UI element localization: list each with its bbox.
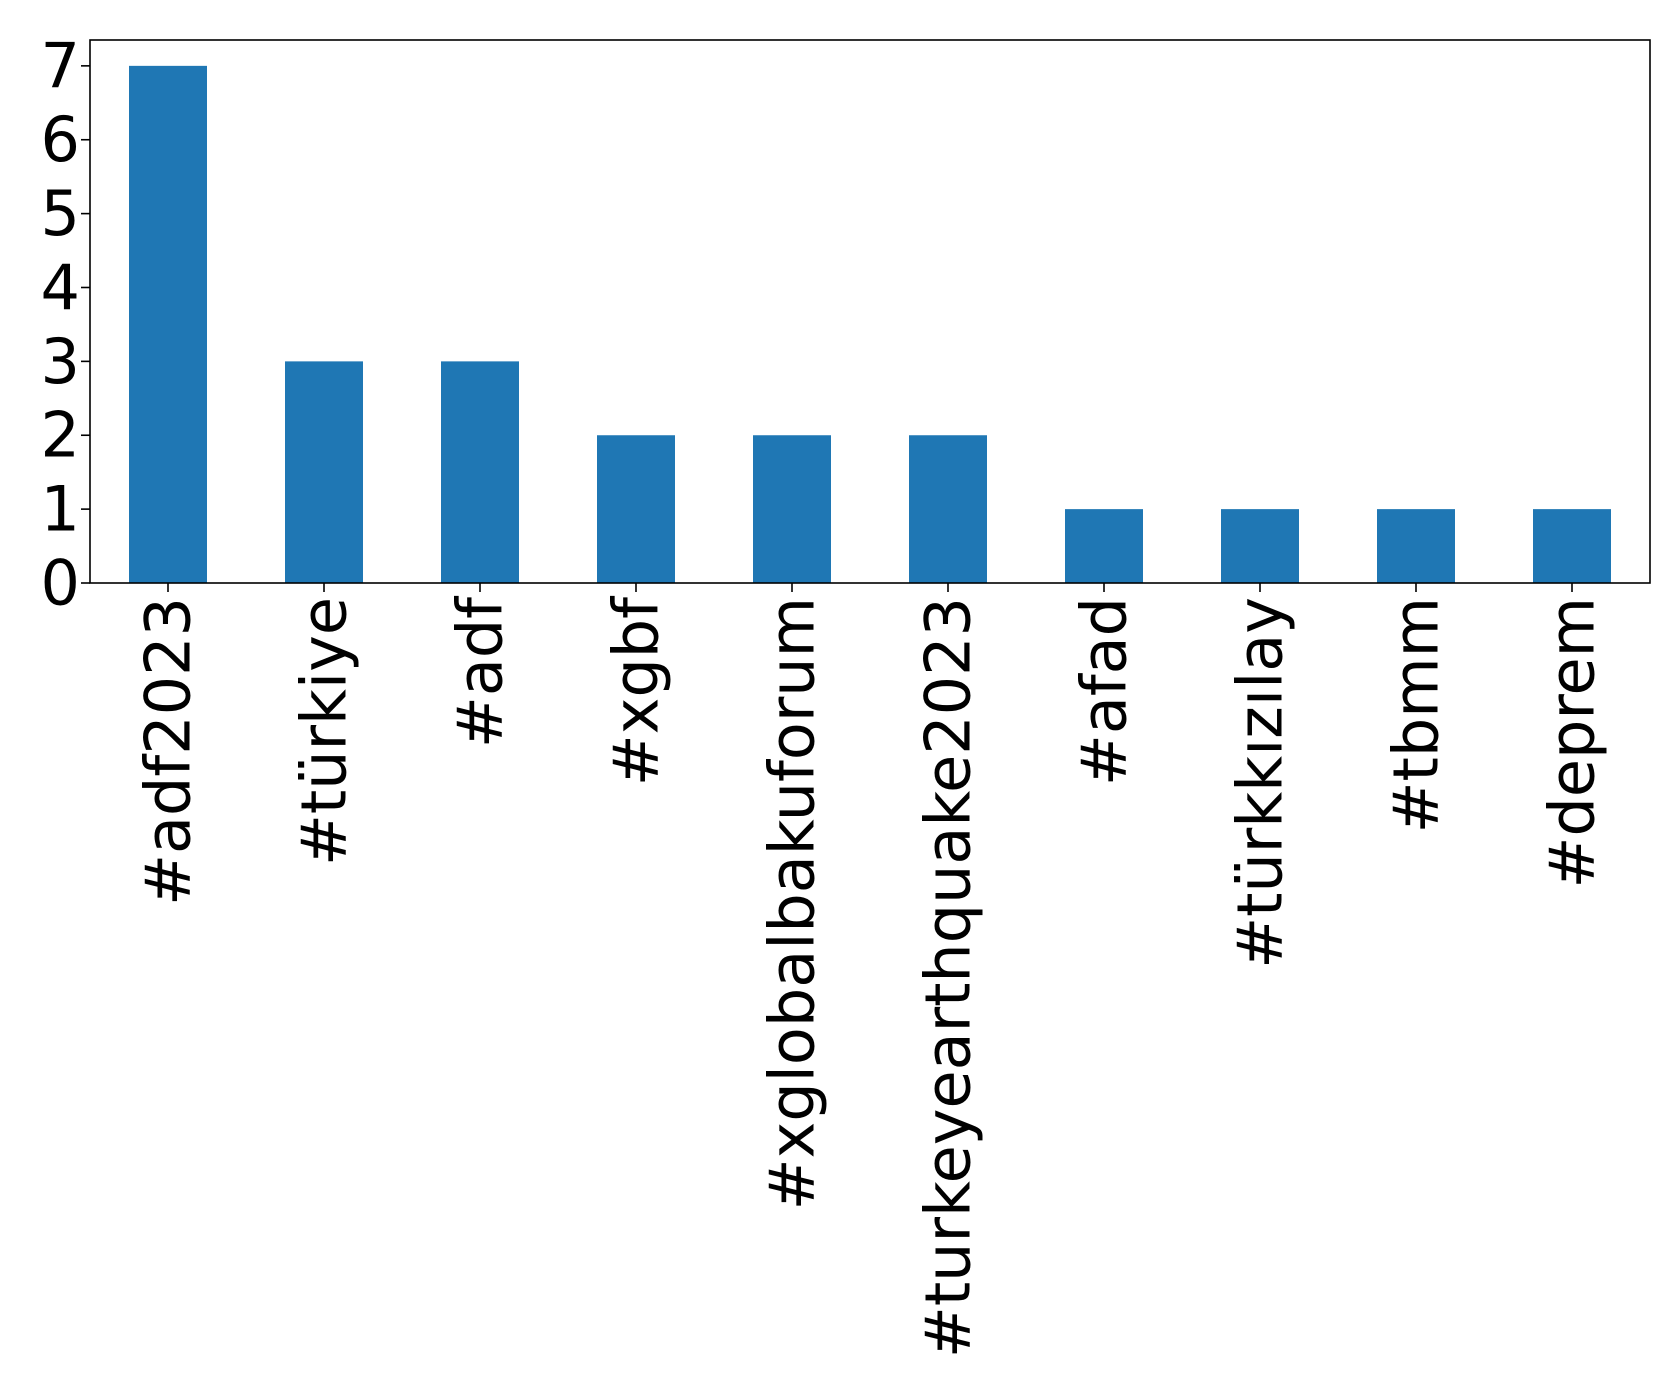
y-tick-label-1: 1: [41, 473, 80, 546]
bar-5: [909, 435, 987, 583]
bar-9: [1533, 509, 1611, 583]
bar-6: [1065, 509, 1143, 583]
y-tick-label-0: 0: [41, 547, 80, 620]
bar-2: [441, 361, 519, 583]
bar-8: [1377, 509, 1455, 583]
bar-3: [597, 435, 675, 583]
bar-1: [285, 361, 363, 583]
x-tick-label-6: #afad: [1068, 597, 1141, 786]
y-tick-label-3: 3: [41, 325, 80, 398]
x-tick-label-0: #adf2023: [132, 597, 205, 906]
x-tick-label-2: #adf: [444, 595, 517, 748]
x-tick-label-9: #deprem: [1536, 597, 1609, 888]
y-tick-label-2: 2: [41, 399, 80, 472]
bar-7: [1221, 509, 1299, 583]
x-tick-label-7: #türkkızılay: [1224, 597, 1297, 969]
x-axis: #adf2023 #türkiye #adf #xgbf #xglobalbakufor…: [132, 583, 1609, 1358]
bar-4: [753, 435, 831, 583]
y-tick-label-6: 6: [41, 103, 80, 176]
y-tick-label-4: 4: [41, 251, 80, 324]
x-tick-label-3: #xgbf: [600, 595, 673, 786]
bars-group: [129, 65, 1611, 584]
bar-0: [129, 65, 207, 584]
y-tick-label-7: 7: [41, 29, 80, 102]
x-tick-label-5: #turkeyearthquake2023: [912, 597, 985, 1358]
x-tick-label-8: #tbmm: [1380, 597, 1453, 833]
y-tick-label-5: 5: [41, 177, 80, 250]
axes-frame: [89, 39, 1651, 584]
x-tick-label-4: #xglobalbakuforum: [756, 597, 829, 1210]
x-tick-label-1: #türkiye: [288, 597, 361, 866]
